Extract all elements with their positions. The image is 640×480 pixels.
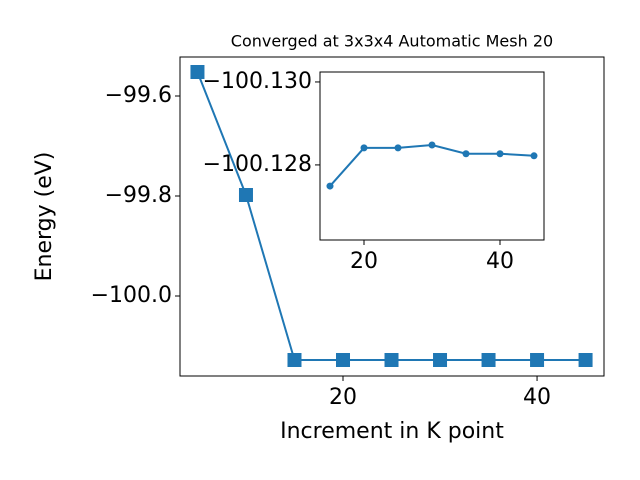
x-tick-label: 20: [350, 249, 378, 274]
marker: [360, 144, 368, 152]
y-tick-label: −100.130: [203, 69, 312, 94]
marker: [578, 353, 593, 367]
y-axis-label: Energy (eV): [32, 152, 57, 282]
marker: [530, 152, 538, 160]
y-tick-label: −100.128: [203, 152, 312, 177]
marker: [238, 188, 253, 202]
marker: [428, 141, 436, 149]
y-tick-label: −100.0: [91, 283, 172, 308]
marker: [326, 182, 334, 190]
marker: [496, 150, 504, 158]
plot-area: [319, 71, 545, 241]
x-axis-label: Increment in K point: [280, 419, 504, 444]
marker: [336, 353, 351, 367]
y-tick-label: −99.6: [105, 83, 172, 108]
marker: [481, 353, 496, 367]
marker: [384, 353, 399, 367]
marker: [190, 65, 205, 79]
x-tick-label: 40: [486, 249, 514, 274]
x-tick-label: 40: [523, 385, 551, 410]
marker: [530, 353, 545, 367]
marker: [287, 353, 302, 367]
x-tick-label: 20: [329, 385, 357, 410]
marker: [462, 150, 470, 158]
y-tick-label: −99.8: [105, 183, 172, 208]
marker: [394, 144, 402, 152]
marker: [433, 353, 448, 367]
chart-title: Converged at 3x3x4 Automatic Mesh 20: [231, 32, 553, 51]
